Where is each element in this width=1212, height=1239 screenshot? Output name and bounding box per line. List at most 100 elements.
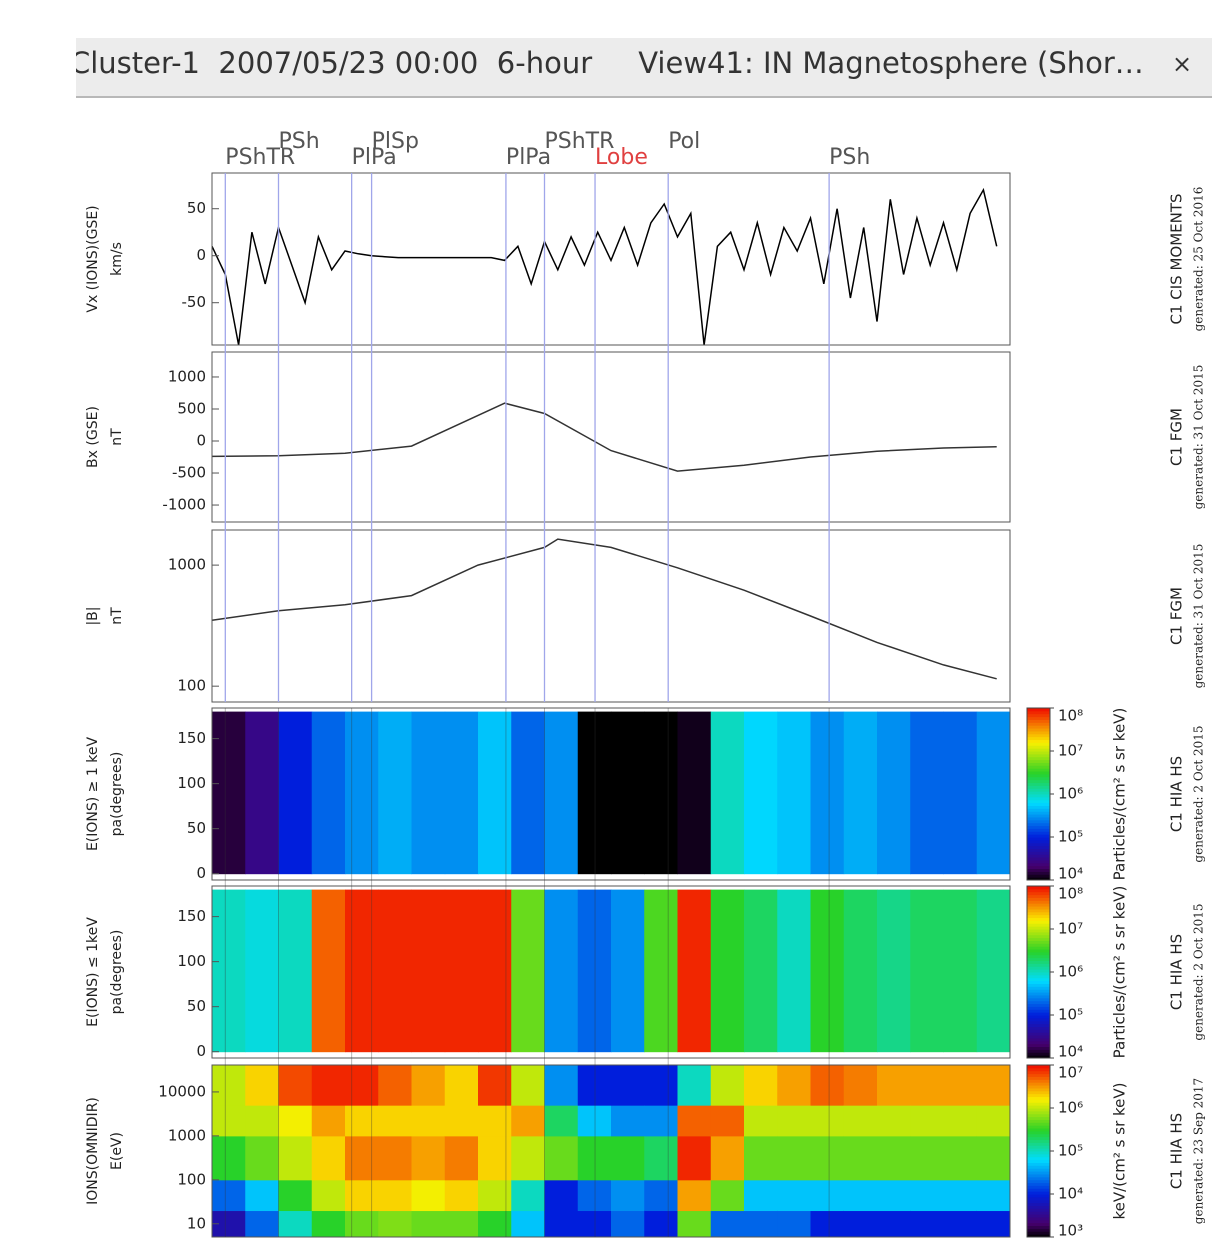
colorbar-strip [1027,937,1050,941]
colorbar-strip [1027,851,1050,855]
spectrogram-cell [976,1105,1010,1137]
colorbar-strip [1027,839,1050,844]
spectrogram-cell [810,1210,845,1237]
colorbar-strip [1027,1006,1050,1010]
colorbar-strip [1027,911,1050,916]
colorbar-strip [1027,1029,1050,1033]
colorbar-strip [1027,1035,1050,1039]
event-label: PShTR [225,145,295,170]
colorbar-strip [1027,733,1050,738]
colorbar-strip [1027,814,1050,818]
colorbar-strip [1027,708,1050,712]
y-tick-label: 1000 [168,1126,206,1144]
close-button[interactable]: × [1172,50,1192,78]
colorbar-strip [1027,1043,1050,1048]
colorbar-strip [1027,1208,1050,1212]
colorbar-strip [1027,1037,1050,1042]
spectrogram-cell [577,1135,612,1181]
colorbar-strip [1027,1099,1050,1103]
spectrogram-cell [777,1135,811,1181]
colorbar-strip [1027,1159,1050,1163]
colorbar-strip [1027,862,1050,867]
colorbar-strip [1027,745,1050,749]
spectrogram-cell [311,1105,346,1137]
colorbar-strip [1027,1105,1050,1109]
spectrogram-cell [611,711,645,875]
colorbar-strip [1027,1049,1050,1053]
spectrogram-cell [311,1135,346,1181]
colorbar-strip [1027,891,1050,896]
spectrogram-cell [544,1179,579,1212]
colorbar-strip [1027,1185,1050,1189]
plot-area [212,889,1010,1053]
spectrogram-cell [976,711,1010,875]
spectrogram-cell [511,1105,545,1137]
colorbar-strip [1027,931,1050,936]
colorbar-strip [1027,1222,1050,1227]
spectrogram-cell [877,889,911,1053]
spectrogram-cell [677,1210,712,1237]
title-bar [76,38,1212,96]
plot-area [212,1065,1010,1237]
spectrogram-cell [311,1065,346,1106]
spectrogram-cell [478,711,512,875]
spectrogram-cell [744,711,778,875]
source-label: C1 CIS MOMENTS [1168,193,1186,324]
colorbar-strip [1027,811,1050,815]
y-tick-label: -50 [182,293,207,311]
spectrogram-cell [478,1105,512,1137]
colorbar-strip [1027,1216,1050,1221]
colorbar-tick-label: 10⁵ [1058,1006,1083,1024]
colorbar-strip [1027,1122,1050,1126]
colorbar-strip [1027,1162,1050,1166]
spectrogram-cell [910,1105,944,1137]
colorbar-tick-label: 10⁸ [1058,885,1083,903]
event-label: Lobe [595,145,648,170]
spectrogram-cell [943,1135,978,1181]
colorbar-strip [1027,1093,1050,1098]
spectrogram-cell [677,1135,712,1181]
spectrogram-cell [511,1210,545,1237]
spectrogram-cell [311,889,346,1053]
spectrogram-cell [212,889,246,1053]
colorbar-strip [1027,1119,1050,1123]
spectrogram-cell [644,1179,678,1212]
colorbar-tick-label: 10⁷ [1058,920,1083,938]
colorbar-strip [1027,742,1050,746]
colorbar-strip [1027,1070,1050,1075]
colorbar-label: Particles/(cm² s sr keV) [1111,708,1129,881]
panel-frame [211,707,1011,881]
colorbar-strip [1027,946,1050,950]
colorbar-tick-label: 10⁶ [1058,1099,1083,1117]
colorbar-strip [1027,779,1050,784]
spectrogram-cell [777,1065,811,1106]
colorbar-strip [1027,710,1050,715]
y-tick-label: 1000 [168,367,206,385]
source-label: C1 HIA HS [1168,756,1186,832]
colorbar-strip [1027,1148,1050,1152]
spectrogram-cell [212,1135,246,1181]
colorbar-strip [1027,917,1050,921]
spectrogram-cell [345,1105,379,1137]
colorbar-tick-label: 10⁶ [1058,785,1083,803]
colorbar-label: keV/(cm² s sr keV) [1111,1082,1129,1219]
spectrogram-cell [345,1179,379,1212]
y-axis-label: Bx (GSE) [85,406,101,468]
spectrogram-cell [245,1179,279,1212]
colorbar-strip [1027,1196,1050,1201]
panel: 1000 500 0 -500 -1000 Bx (GSE) nT C1 FGM generat… [85,351,1206,523]
y-tick-label: 50 [187,199,206,217]
colorbar-strip [1027,819,1050,824]
colorbar-strip [1027,739,1050,743]
colorbar-strip [1027,773,1050,778]
spectrogram-cell [411,711,446,875]
panel: 1000 100 |B| nT C1 FGM generated: 31 Oct 2015 [85,529,1206,703]
colorbar-strip [1027,1052,1050,1056]
colorbar-strip [1027,1125,1050,1129]
colorbar-label: Particles/(cm² s sr keV) [1111,886,1129,1059]
colorbar-strip [1027,1219,1050,1224]
colorbar-strip [1027,728,1050,732]
colorbar-tick-label: 10⁸ [1058,707,1083,725]
spectrogram-cell [278,711,313,875]
source-label: C1 FGM [1168,408,1186,466]
